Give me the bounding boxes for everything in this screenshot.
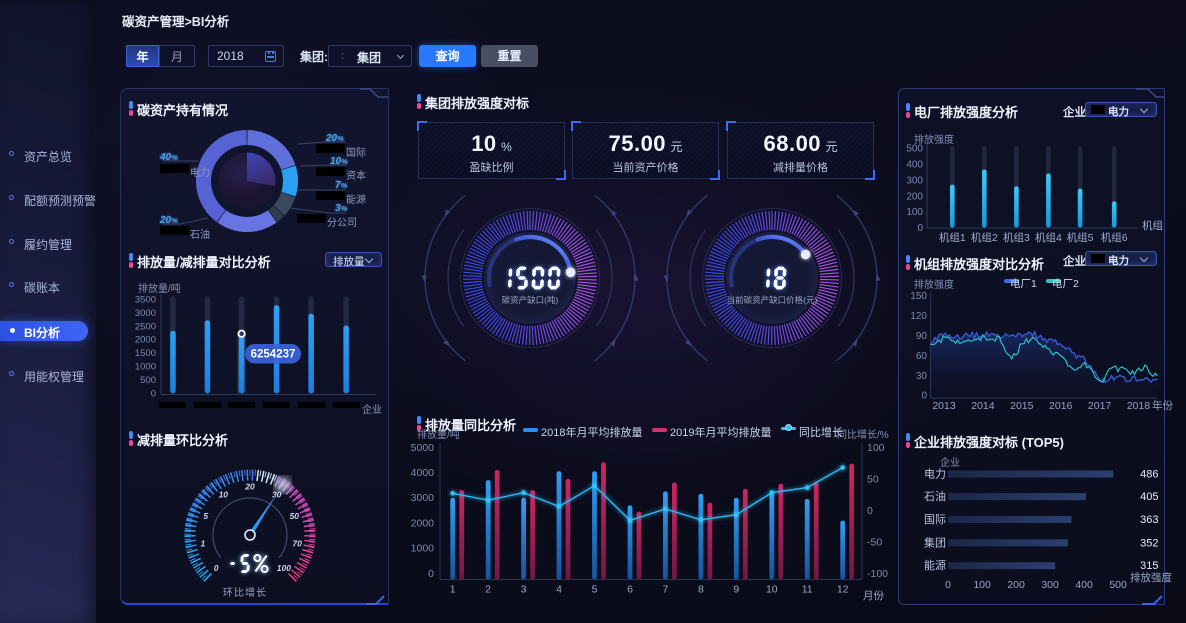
svg-text:2018: 2018 xyxy=(1127,400,1151,412)
svg-text:30: 30 xyxy=(272,489,282,499)
svg-text:500: 500 xyxy=(140,375,156,386)
svg-text:10: 10 xyxy=(219,489,229,499)
svg-text:11: 11 xyxy=(802,584,813,596)
svg-text:486: 486 xyxy=(1140,469,1158,481)
svg-text:碳资产缺口(吨): 碳资产缺口(吨) xyxy=(502,295,559,305)
svg-text:0: 0 xyxy=(867,505,873,517)
svg-text:2500: 2500 xyxy=(135,321,156,332)
svg-text:机组2: 机组2 xyxy=(971,231,998,244)
svg-text:当前碳资产缺口价格(元): 当前碳资产缺口价格(元) xyxy=(727,295,818,305)
svg-text:5000: 5000 xyxy=(411,442,435,454)
svg-text:70: 70 xyxy=(292,539,302,549)
svg-text:机组5: 机组5 xyxy=(1067,231,1094,244)
svg-text:3: 3 xyxy=(521,584,527,596)
svg-text:5: 5 xyxy=(203,511,208,521)
svg-text:1500: 1500 xyxy=(135,348,156,359)
svg-text:100: 100 xyxy=(277,563,291,573)
svg-text:2015: 2015 xyxy=(1010,400,1034,412)
svg-text:363: 363 xyxy=(1140,514,1158,526)
svg-text:0: 0 xyxy=(151,388,156,399)
svg-text:6: 6 xyxy=(627,584,633,596)
svg-text:1000: 1000 xyxy=(411,543,435,555)
svg-text:0: 0 xyxy=(945,579,951,591)
svg-text:能源: 能源 xyxy=(924,558,946,572)
svg-text:4000: 4000 xyxy=(411,467,435,479)
svg-text:100: 100 xyxy=(973,579,991,591)
svg-text:100: 100 xyxy=(867,442,885,454)
svg-text:315: 315 xyxy=(1140,560,1158,572)
svg-text:300: 300 xyxy=(906,175,923,186)
svg-text:50: 50 xyxy=(867,473,879,485)
svg-text:400: 400 xyxy=(1075,579,1093,591)
svg-text:3000: 3000 xyxy=(411,492,435,504)
svg-text:0: 0 xyxy=(921,391,927,402)
svg-text:1000: 1000 xyxy=(135,362,156,373)
svg-text:2000: 2000 xyxy=(135,335,156,346)
svg-text:200: 200 xyxy=(906,191,923,202)
svg-text:0: 0 xyxy=(428,568,434,580)
svg-text:352: 352 xyxy=(1140,537,1158,549)
svg-text:机组1: 机组1 xyxy=(939,231,966,244)
svg-text:2: 2 xyxy=(485,584,491,596)
svg-text:300: 300 xyxy=(1041,579,1059,591)
svg-text:电力: 电力 xyxy=(924,468,946,481)
svg-text:国际: 国际 xyxy=(924,513,946,526)
svg-text:10: 10 xyxy=(766,584,778,596)
svg-text:20: 20 xyxy=(244,481,255,491)
svg-text:0: 0 xyxy=(917,223,923,234)
svg-text:机组: 机组 xyxy=(1142,219,1164,232)
svg-text:5: 5 xyxy=(592,584,598,596)
svg-text:2016: 2016 xyxy=(1049,400,1073,412)
svg-text:3000: 3000 xyxy=(135,308,156,319)
svg-text:排放强度: 排放强度 xyxy=(1130,571,1172,584)
svg-text:30: 30 xyxy=(916,371,928,382)
svg-text:60: 60 xyxy=(916,351,928,362)
svg-text:机组3: 机组3 xyxy=(1003,231,1030,244)
svg-text:500: 500 xyxy=(1109,579,1127,591)
svg-text:石油: 石油 xyxy=(924,489,946,503)
svg-text:200: 200 xyxy=(1007,579,1025,591)
svg-text:4: 4 xyxy=(556,584,562,596)
svg-text:年份: 年份 xyxy=(1152,399,1174,412)
svg-text:50: 50 xyxy=(290,511,300,521)
svg-text:7: 7 xyxy=(662,584,668,596)
svg-text:集团: 集团 xyxy=(924,535,946,549)
svg-text:90: 90 xyxy=(916,331,928,342)
svg-text:150: 150 xyxy=(910,291,927,302)
svg-text:6254237: 6254237 xyxy=(251,349,296,361)
svg-text:1: 1 xyxy=(201,539,206,549)
svg-text:-100: -100 xyxy=(867,568,888,580)
svg-text:2000: 2000 xyxy=(411,517,435,529)
svg-text:100: 100 xyxy=(906,207,923,218)
svg-text:2017: 2017 xyxy=(1088,400,1112,412)
svg-text:12: 12 xyxy=(837,584,849,596)
svg-text:0: 0 xyxy=(214,563,219,573)
svg-text:400: 400 xyxy=(906,159,923,170)
svg-text:-50: -50 xyxy=(867,536,882,548)
svg-text:2014: 2014 xyxy=(971,400,995,412)
svg-text:405: 405 xyxy=(1140,491,1158,503)
svg-text:8: 8 xyxy=(698,584,704,596)
svg-text:120: 120 xyxy=(910,311,927,322)
svg-text:3500: 3500 xyxy=(135,294,156,305)
svg-text:2013: 2013 xyxy=(932,400,956,412)
svg-text:1: 1 xyxy=(450,584,456,596)
svg-text:9: 9 xyxy=(733,584,739,596)
svg-text:机组4: 机组4 xyxy=(1035,231,1062,244)
svg-text:500: 500 xyxy=(906,144,923,155)
svg-text:机组6: 机组6 xyxy=(1101,231,1128,244)
